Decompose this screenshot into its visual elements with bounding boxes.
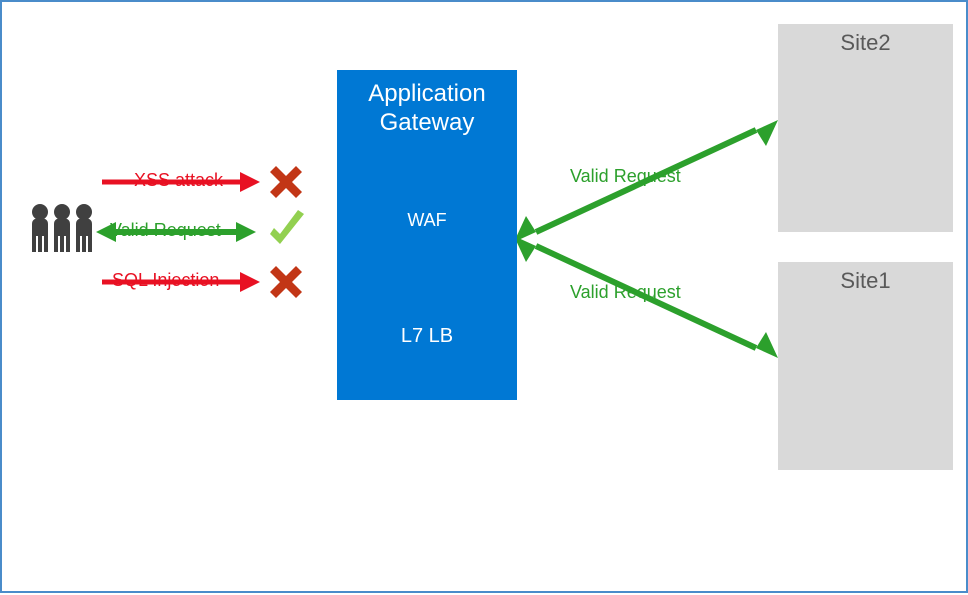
- outbound-down-label: Valid Request: [570, 282, 681, 303]
- site2-box: Site2: [778, 24, 953, 232]
- application-gateway-box: Application Gateway WAF L7 LB: [337, 70, 517, 400]
- outbound-up-label: Valid Request: [570, 166, 681, 187]
- site1-box: Site1: [778, 262, 953, 470]
- gateway-title-line2: Gateway: [380, 109, 475, 136]
- sql-label: SQL Injection: [112, 270, 219, 291]
- gateway-title: Application Gateway: [337, 70, 517, 146]
- diagram-canvas: Application Gateway WAF L7 LB Site2 Site…: [0, 0, 968, 593]
- waf-label: WAF: [337, 210, 517, 231]
- gateway-title-line1: Application: [368, 80, 485, 107]
- block-x-icon: [270, 266, 302, 298]
- site1-title: Site1: [778, 262, 953, 294]
- l7-label: L7 LB: [337, 325, 517, 356]
- users-icon: [32, 204, 92, 252]
- check-icon: [270, 210, 304, 244]
- xss-label: XSS attack: [134, 170, 223, 191]
- site2-title: Site2: [778, 24, 953, 56]
- valid-request-label: Valid Request: [110, 220, 221, 241]
- block-x-icon: [270, 166, 302, 198]
